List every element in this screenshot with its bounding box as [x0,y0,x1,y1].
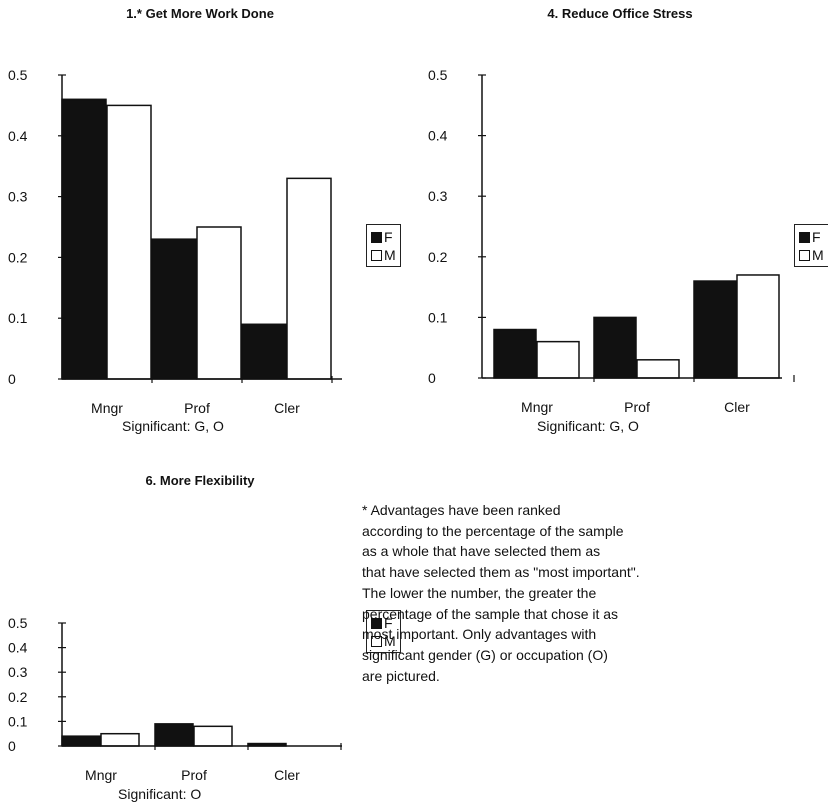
bar-f-prof [151,238,197,380]
y-tick-label: 0.4 [428,128,448,144]
bar-m-mngr [100,732,140,747]
legend-label-m: M [812,247,824,263]
significance-label: Significant: G, O [537,418,639,434]
footnote-line: most important. Only advantages with [362,626,597,643]
legend-label-f: F [812,229,821,245]
x-tick-label: Cler [274,400,300,416]
legend-label-m: M [384,633,396,649]
legend-item-m: M [371,632,396,650]
significance-label: Significant: G, O [122,418,224,434]
bar-m-prof [196,226,242,380]
chart-legend: F M [366,224,401,267]
y-tick-label: 0.4 [8,640,28,656]
y-tick-label: 0.3 [428,188,448,204]
bar-f-prof [593,316,637,379]
chart-plot: Mngr Prof Cler 0 0.1 0.2 0.3 0.4 0.5 [8,67,342,416]
legend-item-f: F [371,614,396,632]
legend-item-m: M [799,246,824,264]
y-tick-label: 0 [8,371,16,387]
y-tick-label: 0.5 [8,67,28,83]
x-tick-label: Mngr [91,400,123,416]
legend-label-m: M [384,247,396,263]
legend-label-f: F [384,229,393,245]
chart-plot: Mngr Prof Cler 0 0.1 0.2 0.3 0.4 0.5 [8,615,342,783]
x-tick-label: Prof [181,767,207,783]
y-tick-label: 0.5 [8,615,28,631]
significance-label: Significant: O [118,786,202,802]
y-tick-label: 0.1 [428,309,448,325]
y-tick-label: 0.1 [8,713,28,729]
bar-f-mngr [61,98,107,380]
bar-f-mngr [61,735,101,747]
chart-get-more-work-done: 1.* Get More Work Done Mngr Prof Cler 0 0.1 0… [0,0,420,440]
legend-swatch-f [371,231,382,243]
legend-swatch-m [371,635,382,647]
y-tick-label: 0 [8,738,16,754]
chart-title: 4. Reduce Office Stress [547,6,693,21]
y-tick-label: 0.2 [428,249,448,265]
footnote-line: are pictured. [362,667,440,684]
x-tick-label: Prof [624,399,650,415]
bar-m-prof [636,359,680,379]
x-tick-label: Mngr [85,767,117,783]
footnote-line: percentage of the sample that chose it a… [362,605,619,622]
chart-more-flexibility: 6. More Flexibility Mngr Prof Cler 0 0.1 0.2 0… [0,468,420,812]
footnote-line: significant gender (G) or occupation (O) [362,646,608,663]
bar-m-cler [286,177,332,380]
footnote-line: that have selected them as "most importa… [362,564,640,581]
y-tick-label: 0 [428,370,436,386]
legend-swatch-m [799,249,810,261]
bar-m-cler [736,274,780,379]
x-tick-label: Mngr [521,399,553,415]
legend-label-f: F [384,615,393,631]
bar-f-mngr [493,328,537,379]
chart-title: 6. More Flexibility [145,473,255,488]
y-tick-label: 0.2 [8,689,28,705]
legend-swatch-m [371,249,382,261]
bar-f-cler [693,280,737,379]
legend-item-m: M [371,246,396,264]
bar-m-prof [193,725,233,747]
y-tick-label: 0.3 [8,189,28,205]
y-tick-label: 0.3 [8,664,28,680]
chart-reduce-office-stress: 4. Reduce Office Stress Mngr Prof Cler 0 0.1… [420,0,838,440]
footnote: * Advantages have been ranked according … [362,500,832,686]
legend-item-f: F [799,228,824,246]
footnote-line: * Advantages have been ranked [362,502,561,518]
chart-plot: Mngr Prof Cler 0 0.1 0.2 0.3 0.4 0.5 [428,67,795,415]
legend-swatch-f [799,231,810,243]
bar-f-prof [154,723,194,747]
x-tick-label: Cler [274,767,300,783]
footnote-line: as a whole that have selected them as [362,543,601,560]
legend-swatch-f [371,617,382,629]
chart-title: 1.* Get More Work Done [126,6,274,21]
bar-f-cler [241,323,287,380]
y-tick-label: 0.2 [8,249,28,265]
legend-item-f: F [371,228,396,246]
chart-legend: F M [366,610,401,653]
y-tick-label: 0.5 [428,67,448,83]
footnote-line: according to the percentage of the sampl… [362,522,624,539]
y-tick-label: 0.1 [8,310,28,326]
y-tick-label: 0.4 [8,128,28,144]
x-tick-label: Prof [184,400,210,416]
chart-legend: F M [794,224,828,267]
x-tick-label: Cler [724,399,750,415]
bar-m-mngr [106,104,152,380]
footnote-line: The lower the number, the greater the [362,584,597,601]
bar-m-mngr [536,340,580,379]
